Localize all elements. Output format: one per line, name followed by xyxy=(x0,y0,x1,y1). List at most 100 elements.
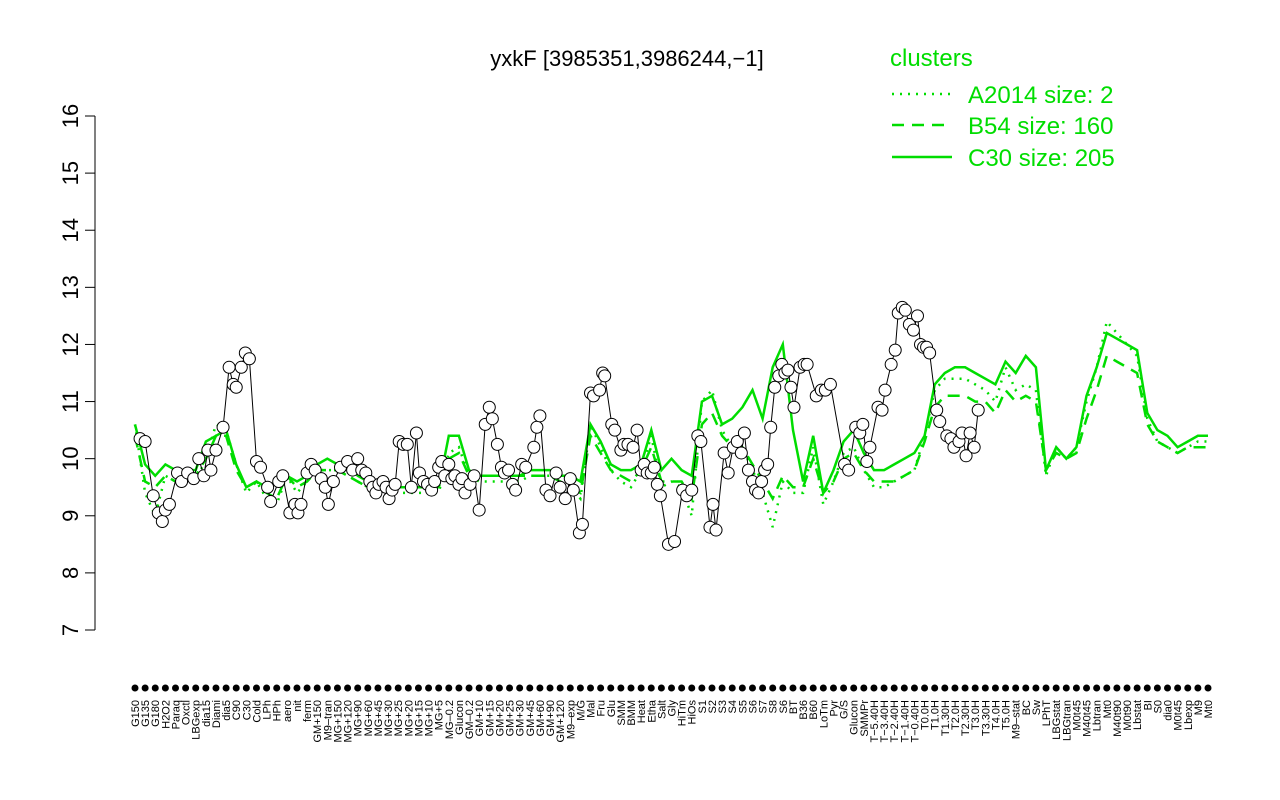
x-tick-marker xyxy=(556,684,564,692)
x-tick-label: MG+25 xyxy=(393,700,405,736)
data-point xyxy=(898,303,912,317)
x-tick-marker xyxy=(587,684,595,692)
x-tick-marker xyxy=(333,684,341,692)
x-tick-marker xyxy=(151,684,159,692)
data-point xyxy=(388,477,402,491)
x-tick-marker xyxy=(536,684,544,692)
data-point xyxy=(888,343,902,357)
x-tick-label: M40t90 xyxy=(1112,700,1124,737)
x-tick-marker xyxy=(566,684,574,692)
x-tick-marker xyxy=(759,684,767,692)
data-point xyxy=(906,323,920,337)
data-point xyxy=(509,483,523,497)
x-tick-label: MG+20 xyxy=(403,700,415,736)
x-tick-label: Pyr xyxy=(828,700,840,717)
legend-label-a2014: A2014 size: 2 xyxy=(968,82,1113,109)
x-tick-label: Diami xyxy=(211,700,223,728)
x-tick-marker xyxy=(809,684,817,692)
x-tick-marker xyxy=(971,684,979,692)
data-point xyxy=(192,452,206,466)
x-tick-marker xyxy=(161,684,169,692)
x-tick-marker xyxy=(344,684,352,692)
x-tick-label: dia15 xyxy=(201,700,213,727)
x-tick-marker xyxy=(779,684,787,692)
x-tick-label: SMMPr xyxy=(859,700,871,737)
x-tick-marker xyxy=(1002,684,1010,692)
x-tick-label: C90 xyxy=(231,700,243,720)
x-tick-marker xyxy=(445,684,453,692)
x-tick-marker xyxy=(394,684,402,692)
y-tick-label: 10 xyxy=(58,446,83,470)
data-point xyxy=(930,403,944,417)
x-tick-label: Salt xyxy=(656,700,668,719)
series-line-0 xyxy=(133,318,1208,528)
legend-label-c30: C30 size: 205 xyxy=(968,145,1115,172)
x-tick-label: T−3.40H xyxy=(879,700,891,743)
x-tick-label: M40t45 xyxy=(1082,700,1094,737)
data-point xyxy=(155,514,169,528)
data-point xyxy=(884,357,898,371)
x-tick-marker xyxy=(850,684,858,692)
x-tick-marker xyxy=(829,684,837,692)
data-point xyxy=(575,517,589,531)
x-tick-marker xyxy=(728,684,736,692)
y-tick-label: 15 xyxy=(58,161,83,185)
data-point xyxy=(553,480,567,494)
x-tick-marker xyxy=(263,684,271,692)
x-tick-marker xyxy=(283,684,291,692)
data-point xyxy=(971,403,985,417)
data-point xyxy=(860,455,874,469)
x-tick-marker xyxy=(981,684,989,692)
x-tick-label: LPh xyxy=(262,700,274,720)
x-tick-label: BC xyxy=(1021,700,1033,715)
data-point xyxy=(502,463,516,477)
x-tick-marker xyxy=(354,684,362,692)
x-tick-marker xyxy=(273,684,281,692)
data-point xyxy=(326,475,340,489)
data-point xyxy=(875,403,889,417)
data-point xyxy=(730,435,744,449)
x-tick-label: M/G xyxy=(575,700,587,721)
data-point xyxy=(530,420,544,434)
x-tick-label: G150 xyxy=(130,700,142,727)
x-tick-label: G180 xyxy=(150,700,162,727)
data-point xyxy=(321,497,335,511)
x-tick-label: GM+15 xyxy=(484,700,496,736)
x-tick-marker xyxy=(1052,684,1060,692)
data-point xyxy=(721,466,735,480)
x-tick-marker xyxy=(131,684,139,692)
data-point xyxy=(706,497,720,511)
x-tick-marker xyxy=(313,684,321,692)
x-tick-marker xyxy=(1123,684,1131,692)
legend-title: clusters xyxy=(890,45,973,72)
x-tick-label: S6 xyxy=(747,700,759,713)
x-tick-label: aero xyxy=(282,700,294,722)
x-tick-marker xyxy=(192,684,200,692)
x-tick-label: M9–stat xyxy=(1011,700,1023,739)
x-tick-label: Mt0 xyxy=(1102,700,1114,718)
x-tick-label: T0.0H xyxy=(920,700,932,730)
x-tick-label: Glucon xyxy=(454,700,466,735)
x-tick-label: HiTm xyxy=(677,700,689,726)
x-tick-marker xyxy=(708,684,716,692)
x-tick-label: B60 xyxy=(808,700,820,720)
x-tick-label: T−5.40H xyxy=(869,700,881,743)
x-tick-label: M9–exp xyxy=(565,700,577,739)
y-tick-label: 13 xyxy=(58,275,83,299)
x-tick-marker xyxy=(526,684,534,692)
x-tick-marker xyxy=(880,684,888,692)
x-tick-marker xyxy=(1204,684,1212,692)
data-point xyxy=(527,440,541,454)
data-point xyxy=(768,380,782,394)
data-point xyxy=(626,440,640,454)
data-point xyxy=(694,435,708,449)
data-point xyxy=(222,360,236,374)
data-point xyxy=(400,437,414,451)
x-tick-label: GM+120 xyxy=(555,700,567,743)
x-tick-label: B36 xyxy=(798,700,810,720)
x-tick-marker xyxy=(1042,684,1050,692)
x-tick-label: T3.30H xyxy=(980,700,992,736)
x-tick-marker xyxy=(910,684,918,692)
x-tick-label: MG–0.2 xyxy=(444,700,456,739)
x-tick-label: Sw xyxy=(1031,700,1043,715)
